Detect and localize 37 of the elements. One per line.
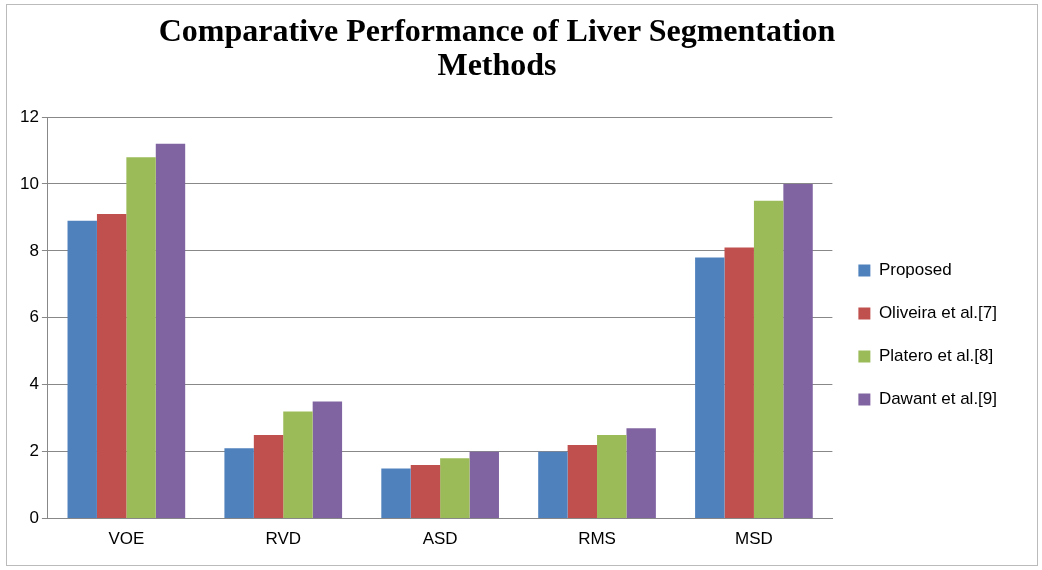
bar (312, 401, 343, 519)
y-tick-label: 8 (29, 240, 39, 260)
legend-label: Proposed (878, 260, 952, 280)
x-tick-label: MSD (735, 529, 773, 549)
bar (410, 465, 441, 519)
x-tick-label: RMS (578, 529, 616, 549)
bar (96, 214, 127, 519)
bar (126, 157, 156, 519)
x-tick-label: VOE (108, 529, 145, 549)
y-tick-label: 4 (29, 374, 39, 394)
bar (253, 434, 284, 519)
bar (440, 458, 470, 519)
legend-label: Oliveira et al.[7] (878, 303, 997, 323)
legend-label: Dawant et al.[9] (878, 389, 997, 409)
x-tick-label: ASD (422, 529, 458, 549)
bar (626, 428, 656, 519)
bar (695, 257, 725, 519)
bar (567, 444, 598, 519)
bar (597, 434, 627, 519)
y-tick-label: 6 (29, 307, 39, 327)
bar (724, 247, 754, 519)
legend-label: Platero et al.[8] (878, 346, 994, 366)
y-tick-label: 0 (29, 508, 39, 528)
y-tick-label: 10 (19, 173, 39, 193)
bar (538, 451, 568, 519)
bar (753, 200, 784, 519)
bar (381, 468, 411, 519)
bar (67, 220, 97, 519)
y-tick-label: 2 (29, 441, 39, 461)
bar (155, 143, 186, 519)
x-tick-label: RVD (265, 529, 302, 549)
bar (469, 451, 499, 519)
y-tick-label: 12 (19, 106, 39, 126)
chart-title: Comparative Performance of Liver Segmentation Methods (157, 12, 837, 82)
bar (283, 411, 313, 519)
bar (783, 183, 813, 519)
bar (224, 448, 254, 519)
